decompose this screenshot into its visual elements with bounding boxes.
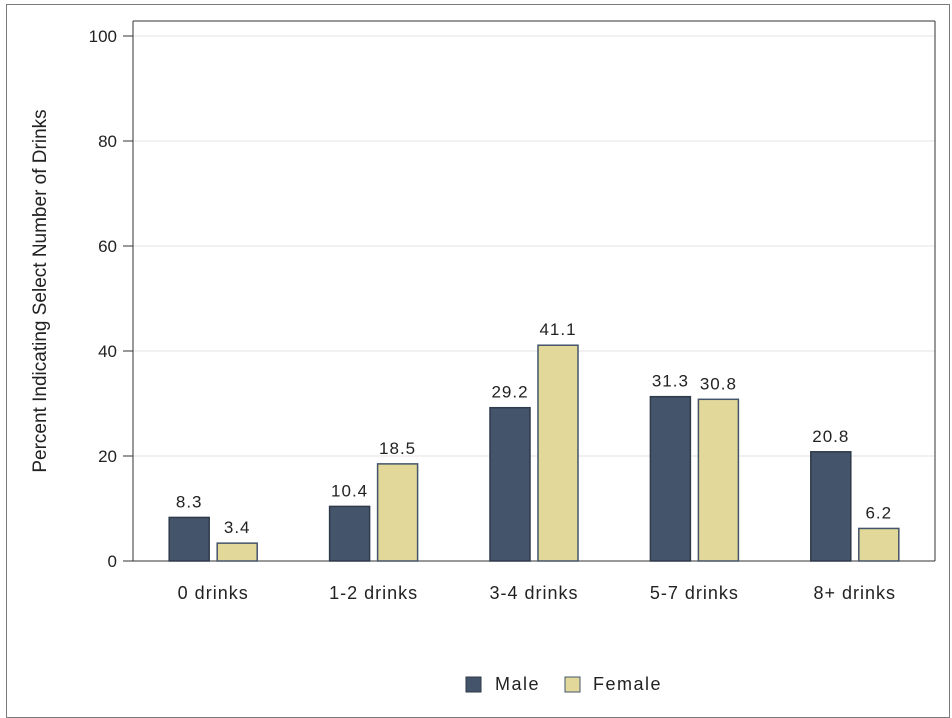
x-tick-label: 5-7 drinks [650,583,739,603]
data-label: 29.2 [491,383,528,402]
bar-female [858,527,900,562]
data-label: 3.4 [224,518,251,537]
y-axis-label: Percent Indicating Select Number of Drin… [30,109,51,472]
bar-male [168,516,210,562]
bar-male [489,406,531,562]
gridlines [133,35,935,457]
data-label: 18.5 [379,439,416,458]
data-label: 20.8 [812,427,849,446]
bar-female [537,344,579,562]
legend-swatch-male [465,676,482,693]
legend-label-male: Male [495,674,540,694]
y-tick-label: 20 [98,447,117,466]
y-tick-label: 100 [89,27,117,46]
y-tick-label: 0 [108,552,117,571]
x-axis-tick-labels: 0 drinks 1-2 drinks 3-4 drinks 5-7 drinks 8+… [178,583,897,603]
legend-swatch-female [564,676,581,693]
data-label: 41.1 [539,320,576,339]
x-tick-label: 0 drinks [178,583,249,603]
x-tick-label: 3-4 drinks [489,583,578,603]
data-label: 6.2 [865,503,892,522]
data-label: 31.3 [652,372,689,391]
bar-male [649,395,692,562]
data-label: 30.8 [700,374,737,393]
x-tick-label: 1-2 drinks [329,583,418,603]
bar-female [216,542,258,562]
y-tick-label: 80 [98,132,117,151]
y-axis-ticks: 0 20 40 60 80 100 [89,27,133,571]
y-tick-label: 40 [98,342,117,361]
data-label: 10.4 [331,481,368,500]
bars [168,344,900,562]
bar-female [697,398,740,562]
data-labels: 8.3 3.4 10.4 18.5 29.2 41.1 31.3 30.8 20.8 6.2 [176,320,892,537]
axes [132,20,936,562]
y-tick-label: 60 [98,237,117,256]
data-label: 8.3 [176,492,203,511]
bar-male [810,451,852,562]
legend: Male Female [465,674,662,694]
legend-label-female: Female [593,674,662,694]
bar-female [376,463,419,562]
bar-male [328,505,371,562]
x-tick-label: 8+ drinks [814,583,897,603]
